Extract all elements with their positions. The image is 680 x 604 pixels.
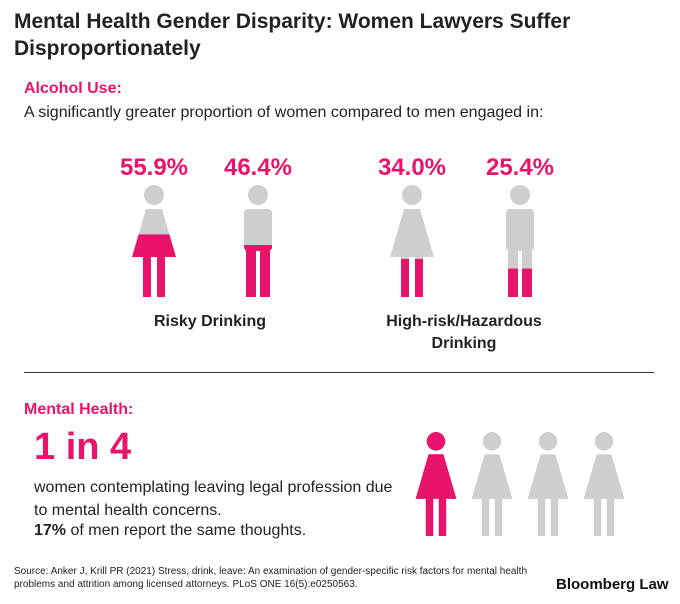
pct-risky-men: 46.4% xyxy=(223,154,293,181)
mental-section-label: Mental Health: xyxy=(24,401,134,418)
male-figure-risky xyxy=(244,185,272,297)
figure-base xyxy=(390,185,434,297)
ratio-figure-3 xyxy=(527,432,569,536)
men-stat-text: of men report the same thoughts. xyxy=(66,522,307,539)
ratio-figure-1 xyxy=(415,432,457,536)
figure-fill-bar xyxy=(132,234,176,297)
section-divider xyxy=(24,372,654,373)
chart-title: Mental Health Gender Disparity: Women La… xyxy=(14,10,571,60)
ratio-headline: 1 in 4 xyxy=(34,426,132,468)
female-figure-risky xyxy=(132,185,176,297)
alcohol-intro: A significantly greater proportion of wo… xyxy=(24,104,544,121)
figure-fill-bar xyxy=(415,432,457,536)
caption-risky: Risky Drinking xyxy=(153,313,267,330)
ratio-figure-4 xyxy=(583,432,625,536)
male-figure-hazard xyxy=(506,185,534,297)
female-figure-hazard xyxy=(390,185,434,297)
figure-fill-bar xyxy=(390,258,434,297)
pct-hazard-women: 34.0% xyxy=(377,154,447,181)
figure-base xyxy=(583,432,625,536)
pct-risky-women: 55.9% xyxy=(119,154,189,181)
figure-base xyxy=(244,185,272,297)
figure-base xyxy=(506,185,534,297)
ratio-figure-2 xyxy=(471,432,513,536)
ratio-description: women contemplating leaving legal profes… xyxy=(34,479,393,519)
source-note: Source: Anker J, Krill PR (2021) Stress,… xyxy=(14,566,528,590)
men-stat-pct: 17% xyxy=(34,522,67,539)
men-stat: 17% of men report the same thoughts. xyxy=(34,522,306,540)
caption-hazard: High-risk/Hazardous Drinking xyxy=(386,313,542,352)
brand-logo: Bloomberg Law xyxy=(556,576,669,593)
figure-fill-bar xyxy=(506,268,534,297)
figure-base xyxy=(471,432,513,536)
alcohol-section-label: Alcohol Use: xyxy=(24,80,122,97)
pct-hazard-men: 25.4% xyxy=(485,154,555,181)
figure-base xyxy=(527,432,569,536)
figure-fill-bar xyxy=(244,245,272,297)
